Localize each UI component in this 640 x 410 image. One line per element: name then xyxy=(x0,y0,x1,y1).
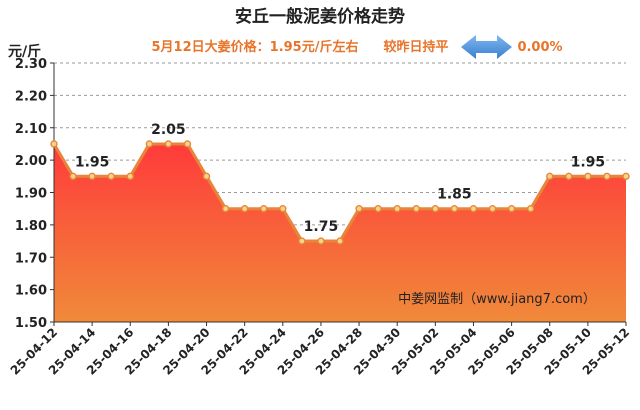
data-label: 1.95 xyxy=(571,154,606,170)
data-label: 1.95 xyxy=(75,154,110,170)
data-point xyxy=(603,172,611,181)
data-point xyxy=(565,172,573,181)
data-point xyxy=(107,172,115,181)
data-point xyxy=(126,172,134,181)
chart-title: 安丘一般泥姜价格走势 xyxy=(235,6,405,27)
data-point xyxy=(412,204,420,213)
data-point xyxy=(202,172,211,181)
data-point xyxy=(336,237,344,245)
data-point xyxy=(279,204,287,213)
double-arrow-icon xyxy=(461,35,512,59)
data-point xyxy=(546,172,554,181)
data-point xyxy=(374,204,382,213)
data-point xyxy=(355,204,363,213)
data-point xyxy=(507,204,516,213)
data-label: 2.05 xyxy=(151,122,186,138)
data-point xyxy=(317,237,325,245)
y-tick-label: 2.30 xyxy=(15,57,47,72)
data-labels: 1.95 2.05 1.75 1.85 1.95 xyxy=(75,122,605,235)
data-point xyxy=(298,237,306,245)
data-point xyxy=(469,204,478,213)
data-point xyxy=(488,204,497,213)
axes xyxy=(50,62,627,326)
watermark-text: 中姜网监制（www.jiang7.com） xyxy=(398,292,596,307)
price-summary: 5月12日大姜价格：1.95元/斤左右 xyxy=(152,39,359,55)
price-area xyxy=(54,143,626,322)
y-tick-label: 1.70 xyxy=(15,251,47,266)
data-point xyxy=(50,140,58,148)
data-point xyxy=(88,172,96,181)
data-label: 1.85 xyxy=(437,187,472,203)
compare-text: 较昨日持平 xyxy=(383,39,448,55)
y-tick-label: 2.10 xyxy=(15,122,47,137)
y-tick-label: 1.60 xyxy=(15,284,47,299)
y-tick-label: 2.00 xyxy=(15,154,47,169)
x-tick-labels: 25-04-1225-04-1425-04-1625-04-1825-04-20… xyxy=(8,325,632,377)
data-point xyxy=(584,172,592,181)
y-tick-label: 1.80 xyxy=(15,219,47,234)
data-point xyxy=(622,172,630,181)
data-point xyxy=(450,204,459,213)
data-point xyxy=(69,172,77,181)
data-point xyxy=(221,204,230,213)
data-point xyxy=(431,204,440,213)
y-tick-label: 1.90 xyxy=(15,187,47,202)
data-point xyxy=(240,204,249,213)
data-points xyxy=(50,140,630,245)
data-point xyxy=(526,204,535,213)
data-point xyxy=(145,140,154,148)
change-percent: 0.00% xyxy=(517,40,562,55)
y-tick-labels: 1.50 1.60 1.70 1.80 1.90 2.00 2.10 2.20 2.30 xyxy=(15,57,47,331)
y-axis-unit: 元/斤 xyxy=(8,43,41,60)
data-point xyxy=(164,140,173,148)
data-point xyxy=(183,140,192,148)
y-tick-label: 2.20 xyxy=(15,89,47,104)
data-label: 1.75 xyxy=(304,219,339,235)
data-point xyxy=(260,204,268,213)
data-point xyxy=(393,204,401,213)
y-tick-label: 1.50 xyxy=(15,316,47,331)
